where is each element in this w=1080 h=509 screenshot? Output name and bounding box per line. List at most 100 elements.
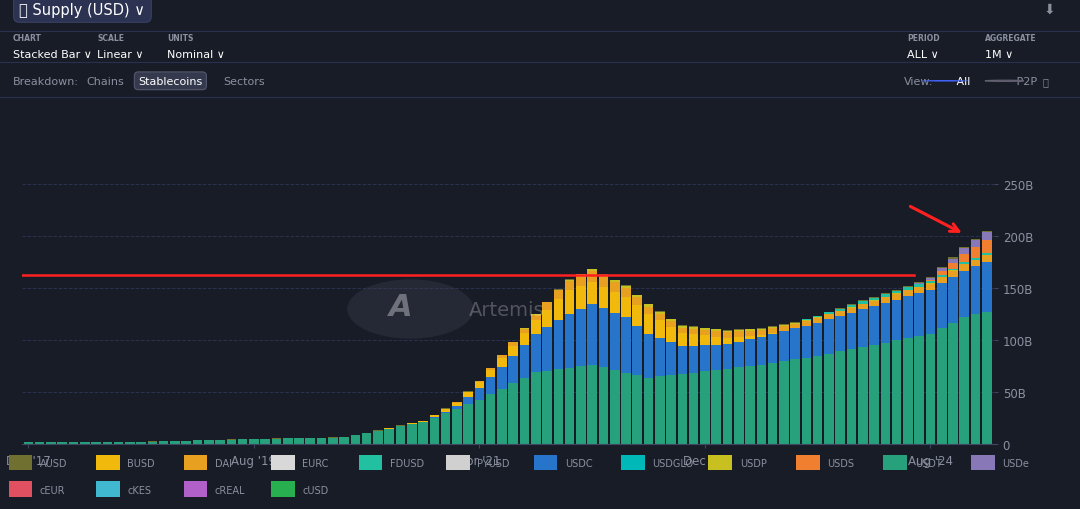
Bar [294,438,303,444]
Bar [880,295,890,297]
Bar [869,298,879,301]
Bar [576,275,585,276]
Bar [959,247,969,248]
Bar [824,315,834,320]
Bar [836,309,845,311]
Bar [982,241,991,254]
Bar [689,334,699,346]
Bar [260,439,270,444]
Bar [644,334,653,378]
Bar [948,271,958,277]
Bar [937,268,946,269]
Bar [633,298,643,305]
Bar [768,334,778,363]
Bar [644,378,653,444]
Bar [734,367,743,444]
Bar [937,272,946,275]
Bar [915,293,924,336]
Bar [915,336,924,444]
Bar [633,376,643,444]
Bar [959,254,969,263]
Bar [497,356,507,358]
Text: USDe: USDe [1002,459,1029,468]
Bar [633,296,643,298]
Bar [892,341,902,444]
Text: cUSD: cUSD [302,485,328,495]
FancyBboxPatch shape [9,482,32,497]
Bar [610,370,620,444]
Bar [407,423,417,425]
Bar [576,366,585,444]
Text: Nominal ∨: Nominal ∨ [167,49,226,60]
Text: All: All [953,77,970,87]
Bar [677,326,687,328]
Bar [700,336,710,346]
Bar [373,431,382,444]
Bar [463,392,473,393]
Bar [509,346,518,356]
Bar [756,330,766,335]
Bar [712,337,721,345]
Text: cEUR: cEUR [40,485,66,495]
Bar [486,378,496,394]
Bar [497,389,507,444]
Bar [824,354,834,444]
Bar [948,277,958,323]
FancyBboxPatch shape [796,455,820,470]
Bar [316,438,326,444]
Bar [598,309,608,367]
Bar [937,269,946,272]
Bar [723,330,732,331]
Bar [915,285,924,287]
Text: Breakdown:: Breakdown: [13,77,79,87]
Bar [926,334,935,444]
Text: Sectors: Sectors [224,77,266,87]
Bar [565,291,575,315]
Bar [272,439,281,444]
Bar [836,308,845,309]
Bar [858,304,867,310]
Text: View:: View: [904,77,933,87]
Bar [712,345,721,370]
Bar [971,315,981,444]
Bar [700,372,710,444]
Bar [463,393,473,398]
Bar [159,441,168,444]
Bar [745,329,755,330]
Bar [768,328,778,333]
Bar [948,259,958,264]
Bar [677,374,687,444]
Bar [903,338,913,444]
Bar [982,232,991,233]
Bar [745,340,755,366]
Bar [689,329,699,334]
Bar [656,338,664,377]
Bar [554,291,563,299]
Bar [509,384,518,444]
Bar [565,368,575,444]
Bar [880,343,890,444]
Bar [463,398,473,405]
Bar [756,329,766,330]
Bar [712,331,721,337]
Bar [57,442,67,444]
Bar [791,359,800,444]
Bar [91,442,100,444]
Bar [824,320,834,354]
Bar [441,412,450,413]
Bar [542,371,552,444]
Bar [598,287,608,309]
Bar [723,332,732,338]
Bar [723,331,732,332]
Bar [598,277,608,287]
Bar [453,407,461,409]
Bar [666,327,676,343]
Bar [453,409,461,444]
Bar [971,240,981,241]
Bar [610,292,620,313]
Text: ⬇: ⬇ [1044,3,1055,17]
FancyBboxPatch shape [184,455,207,470]
Bar [801,326,811,358]
Bar [644,307,653,314]
Bar [384,429,394,444]
